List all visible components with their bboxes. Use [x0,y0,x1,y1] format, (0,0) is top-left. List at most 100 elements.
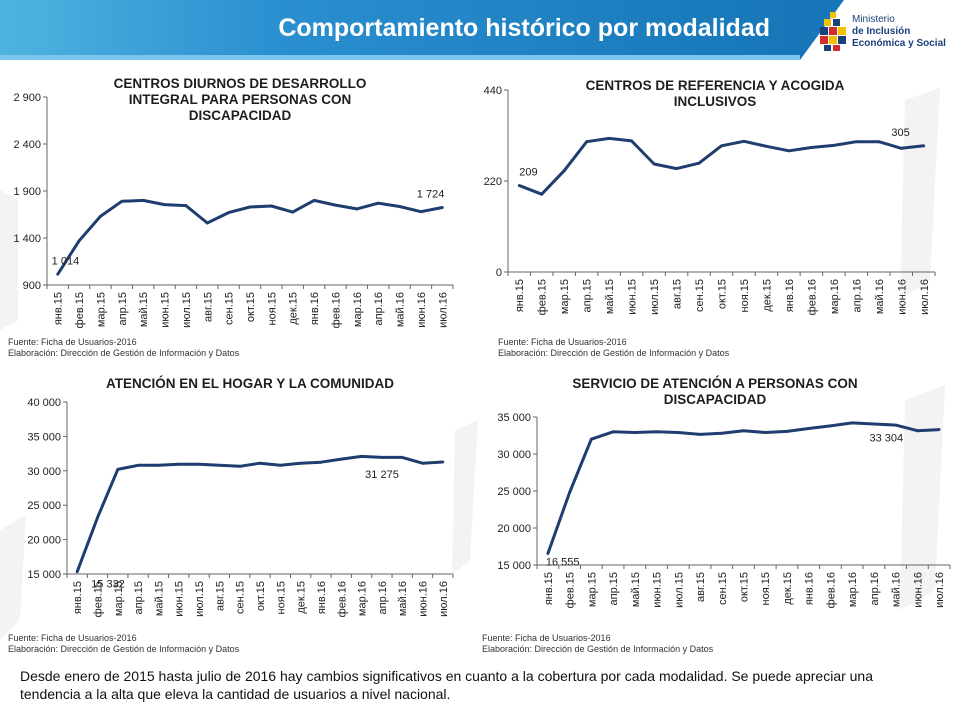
x-tick-label: янв.16 [309,292,321,325]
x-tick-label: июн.15 [652,572,664,608]
x-tick-label: июн.15 [174,581,186,617]
x-tick-label: фев.16 [806,279,818,315]
x-tick-label: авг.15 [672,279,684,309]
credit-line: Elaboración: Dirección de Gestión de Inf… [8,348,240,358]
x-tick-label: янв.15 [53,292,65,325]
credit-line: Elaboración: Dirección de Gestión de Inf… [498,348,730,358]
x-tick-label: май.15 [630,572,642,607]
source-line: Fuente: Ficha de Usuarios-2016 [482,633,611,643]
ministry-name: Ministerio de Inclusión Económica y Soci… [852,14,946,50]
y-tick-label: 1 900 [13,186,41,198]
x-tick-label: янв.16 [784,279,796,312]
x-tick-label: сен.15 [694,279,706,312]
x-tick-label: апр.16 [373,292,385,325]
data-point [419,210,423,214]
chart-centros-diurnos: CENTROS DIURNOS DE DESARROLLO INTEGRAL P… [0,70,470,340]
chart-plot: 440 220 0 янв.15 фев.15 мар.15 апр.15 май.15 июн… [484,85,936,315]
x-tick-label: июл.16 [919,279,931,315]
data-point [676,431,680,434]
data-point [217,463,221,467]
data-point [248,205,252,209]
x-tick-label: апр.15 [133,581,145,614]
data-point [765,144,768,148]
x-tick-label: сен.15 [717,572,729,605]
x-tick-label: июн.15 [160,292,172,328]
source-line: Fuente: Ficha de Usuarios-2016 [8,633,137,643]
data-point [177,462,181,466]
x-tick-label: май.16 [395,292,407,327]
x-tick-label: мар.15 [559,279,571,314]
data-point [75,570,79,574]
data-point [630,139,634,143]
header-banner: Comportamiento histórico por modalidad [0,0,844,60]
x-tick-label: июн.15 [627,279,639,315]
data-point [312,199,316,202]
x-tick-label: дек.15 [296,581,308,614]
data-point [258,461,262,465]
data-point [227,211,231,215]
x-tick-label: фев.15 [565,572,577,608]
x-tick-label: апр.16 [851,279,863,312]
chart-title: ATENCIÓN EN EL HOGAR Y LA COMUNIDAD [105,376,394,391]
x-tick-label: янв.15 [514,279,526,312]
data-label: 209 [519,167,537,179]
x-tick-label: авг.15 [695,572,707,602]
x-tick-label: мар.15 [113,581,125,616]
series-line [56,198,443,276]
chart-title: SERVICIO DE ATENCIÓN A PERSONAS CON DISC… [572,376,858,407]
x-tick-label: май.15 [604,279,616,314]
data-point [278,463,282,467]
x-tick-label: фев.16 [336,581,348,617]
x-tick-label: июл.16 [437,292,449,328]
data-point [894,423,898,427]
y-tick-label: 220 [484,176,502,188]
chart-plot: 35 000 30 000 25 000 20 000 15 000 янв.15 фев.… [497,412,951,608]
data-point [763,431,767,434]
data-point [205,221,209,225]
data-label: 31 275 [365,469,399,481]
data-point [141,199,145,202]
x-tick-label: июн.16 [416,292,428,328]
x-tick-label: сен.15 [235,581,247,614]
x-tick-label: мар.16 [357,581,369,616]
data-point [854,140,858,144]
data-point [633,431,637,434]
x-tick-label: дек.15 [782,572,794,605]
chart-servicio-atencion: SERVICIO DE ATENCIÓN A PERSONAS CON DISC… [470,370,951,630]
x-tick-label: май.15 [138,292,150,327]
data-point [96,516,99,519]
x-tick-label: апр.16 [377,581,389,614]
summary-paragraph: Desde enero de 2015 hasta julio de 2016 … [20,668,874,702]
x-tick-label: фев.15 [92,581,104,617]
data-point [440,206,444,209]
data-point [269,204,273,208]
data-point [807,427,811,430]
y-tick-label: 20 000 [27,535,61,547]
x-tick-label: май.16 [397,581,409,616]
x-tick-label: апр.15 [117,292,129,325]
data-point [184,204,188,207]
chart-title: CENTROS DE REFERENCIA Y ACOGIDA INCLUSIV… [585,78,845,109]
x-tick-label: фев.15 [537,279,549,315]
logo-line-2: de Inclusión [852,26,911,37]
y-tick-label: 35 000 [497,412,531,424]
data-point [398,205,401,208]
data-point [540,192,544,196]
x-tick-label: дек.15 [761,279,773,312]
x-tick-label: ноя.15 [760,572,772,605]
data-label: 305 [891,127,909,139]
data-label: 16 555 [546,556,580,568]
data-point [157,463,160,467]
data-point [136,463,140,467]
data-point [546,552,550,555]
page-title: Comportamiento histórico por modalidad [278,14,770,42]
data-point [697,161,701,165]
x-tick-label: авг.15 [202,292,214,322]
data-point [376,201,380,205]
data-point [915,429,919,433]
data-point [937,428,941,431]
x-tick-label: июл.16 [934,572,946,608]
data-point [120,199,124,203]
y-tick-label: 2 400 [13,139,41,151]
x-tick-label: ноя.15 [275,581,287,614]
